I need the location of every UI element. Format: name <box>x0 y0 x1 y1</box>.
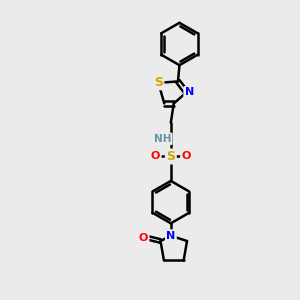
Text: N: N <box>166 231 176 241</box>
Text: O: O <box>182 152 191 161</box>
Text: O: O <box>139 232 148 242</box>
Text: S: S <box>154 76 163 89</box>
Text: O: O <box>151 152 160 161</box>
Text: S: S <box>166 150 175 163</box>
Text: N: N <box>185 87 194 98</box>
Text: NH: NH <box>154 134 171 144</box>
